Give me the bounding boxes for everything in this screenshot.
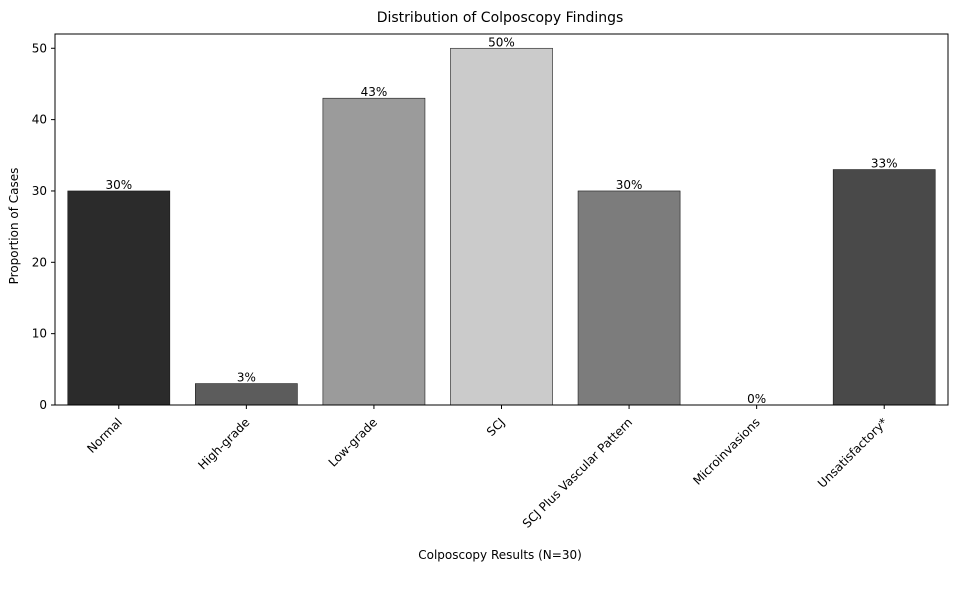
chart-title: Distribution of Colposcopy Findings bbox=[377, 10, 624, 26]
bar-value-label: 50% bbox=[488, 35, 515, 49]
bar-normal bbox=[67, 190, 171, 406]
bar-value-label: 30% bbox=[616, 178, 643, 192]
bar-scj bbox=[450, 47, 553, 406]
bar-value-label: 43% bbox=[361, 85, 388, 99]
bar-unsatisfactory bbox=[832, 169, 936, 406]
bars-group bbox=[67, 47, 936, 406]
x-axis-label: Colposcopy Results (N=30) bbox=[418, 548, 582, 562]
y-tick-label: 20 bbox=[32, 255, 47, 269]
bar-value-label: 0% bbox=[747, 392, 766, 406]
y-tick-label: 30 bbox=[32, 184, 47, 198]
y-tick-label: 40 bbox=[32, 113, 47, 127]
bar-low-grade bbox=[322, 97, 426, 406]
bar-high-grade bbox=[195, 383, 298, 406]
bar-value-label: 30% bbox=[105, 178, 132, 192]
y-axis-label: Proportion of Cases bbox=[7, 168, 21, 285]
y-tick-label: 10 bbox=[32, 327, 47, 341]
y-axis: 0 10 20 30 40 50 bbox=[32, 41, 55, 412]
bar-scj-plus-vascular-pattern bbox=[577, 190, 681, 406]
bar-value-label: 3% bbox=[237, 371, 256, 385]
bar-value-label: 33% bbox=[871, 157, 898, 171]
y-tick-label: 50 bbox=[32, 41, 47, 55]
data-labels-group: 30% 3% 43% 50% 30% 0% 33% bbox=[105, 35, 897, 406]
y-tick-label: 0 bbox=[39, 398, 47, 412]
plot-area-frame bbox=[54, 33, 949, 406]
